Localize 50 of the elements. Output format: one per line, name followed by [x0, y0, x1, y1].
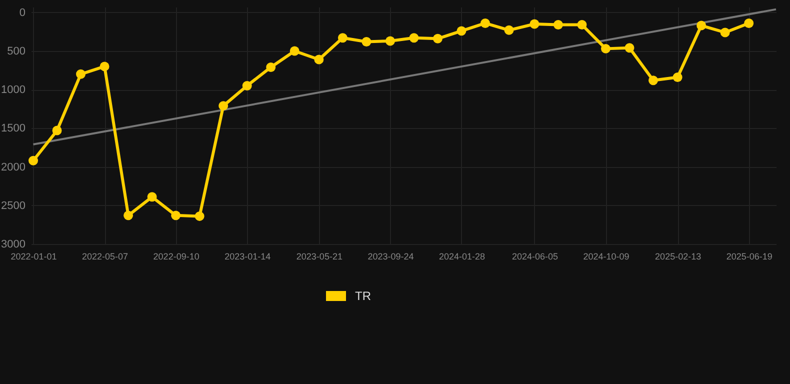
y-tick-label: 2000: [1, 161, 26, 174]
y-tick-label: 0: [19, 6, 26, 19]
point: [553, 20, 563, 30]
point: [456, 26, 466, 36]
point: [504, 25, 514, 35]
x-tick-label: 2023-09-24: [368, 252, 414, 262]
point: [744, 18, 754, 28]
point: [242, 81, 252, 90]
x-tick-label: 2025-02-13: [655, 252, 702, 262]
y-tick-label: 1500: [1, 122, 26, 135]
point: [432, 34, 442, 44]
y-tick-label: 3000: [1, 238, 26, 250]
x-tick-label: 2025-06-19: [726, 252, 772, 262]
x-tick-label: 2024-10-09: [583, 252, 630, 262]
x-tick-label: 2023-05-21: [296, 252, 342, 262]
point: [530, 19, 540, 29]
point: [696, 20, 706, 30]
legend-label: TR: [355, 289, 372, 303]
x-tick-label: 2022-09-10: [153, 252, 200, 262]
x-tick-label: 2023-01-14: [224, 252, 271, 262]
point: [171, 210, 181, 220]
point: [409, 33, 419, 43]
x-tick-label: 2024-06-05: [512, 252, 558, 262]
point: [338, 33, 348, 43]
y-tick-label: 1000: [1, 84, 26, 96]
point: [672, 72, 682, 82]
point: [28, 156, 38, 166]
point: [385, 36, 395, 46]
point: [480, 18, 490, 28]
point: [266, 62, 276, 72]
point: [720, 28, 730, 38]
point: [577, 20, 587, 30]
point: [648, 76, 658, 86]
x-tick-label: 2024-01-28: [438, 252, 486, 262]
point: [52, 126, 62, 136]
point: [147, 192, 157, 202]
x-tick-label: 2022-01-01: [10, 252, 57, 262]
x-tick-label: 2022-05-07: [82, 252, 128, 262]
point: [314, 54, 324, 64]
y-tick-label: 2500: [1, 200, 26, 212]
point: [362, 37, 372, 46]
point: [76, 69, 86, 79]
point: [600, 44, 610, 54]
point: [194, 211, 204, 221]
point: [290, 46, 300, 56]
y-tick-label: 500: [7, 46, 26, 58]
point: [100, 62, 110, 72]
point: [624, 43, 634, 53]
point: [218, 101, 228, 111]
point: [124, 210, 134, 220]
